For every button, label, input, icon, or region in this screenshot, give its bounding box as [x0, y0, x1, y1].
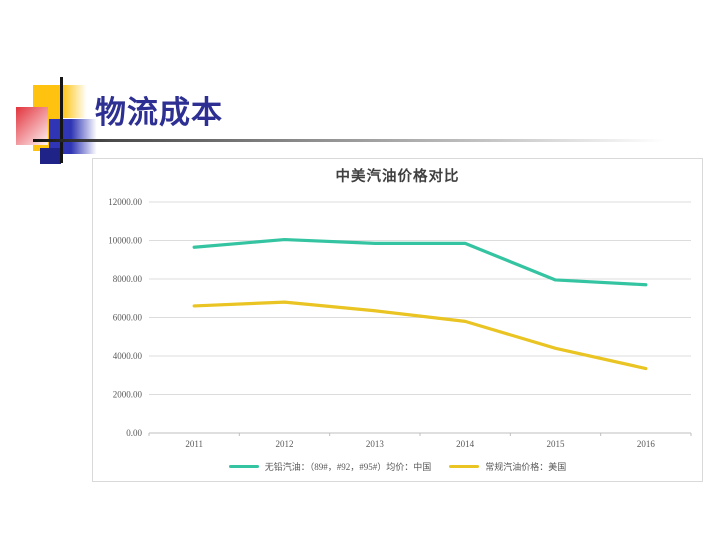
x-tick-label: 2014 — [456, 439, 475, 449]
deco-pink-square — [16, 107, 48, 145]
slide-title: 物流成本 — [95, 95, 223, 130]
y-tick-label: 2000.00 — [113, 390, 143, 400]
deco-vertical-line — [60, 77, 63, 163]
series-line-1 — [192, 300, 648, 371]
x-tick-label: 2011 — [185, 439, 203, 449]
x-tick-label: 2015 — [547, 439, 566, 449]
chart-plot-area: 0.00 2000.00 4000.00 6000.00 8000.00 10000.00… — [108, 197, 692, 449]
deco-blue-fade — [71, 119, 99, 154]
legend-swatch-icon — [449, 464, 480, 469]
y-tick-label: 4000.00 — [113, 351, 143, 361]
series-line-0 — [192, 237, 648, 287]
legend-swatch-icon — [228, 464, 259, 469]
chart-title: 中美汽油价格对比 — [335, 169, 460, 185]
y-tick-label: 12000.00 — [108, 197, 142, 207]
y-tick-label: 0.00 — [126, 428, 142, 438]
deco-yellow-fade — [62, 85, 88, 118]
y-tick-label: 6000.00 — [113, 313, 143, 323]
gas-price-comparison-chart: 中美汽油价格对比 0.00 2000.00 4000.00 6000.00 8000.0… — [92, 158, 703, 482]
deco-navy-square — [40, 148, 61, 164]
chart-legend: 无铅汽油：（89#，#92，#95#）均价：中国 常规汽油价格：美国 — [93, 460, 702, 473]
legend-item-1: 常规汽油价格：美国 — [449, 460, 566, 473]
y-tick-label: 8000.00 — [113, 274, 143, 284]
legend-label: 无铅汽油：（89#，#92，#95#）均价：中国 — [264, 462, 432, 472]
title-underline — [33, 139, 665, 142]
y-tick-label: 10000.00 — [108, 236, 142, 246]
legend-item-0: 无铅汽油：（89#，#92，#95#）均价：中国 — [228, 460, 432, 473]
x-tick-label: 2013 — [366, 439, 385, 449]
legend-label: 常规汽油价格：美国 — [485, 462, 567, 472]
x-tick-label: 2012 — [276, 439, 294, 449]
x-tick-label: 2016 — [637, 439, 656, 449]
